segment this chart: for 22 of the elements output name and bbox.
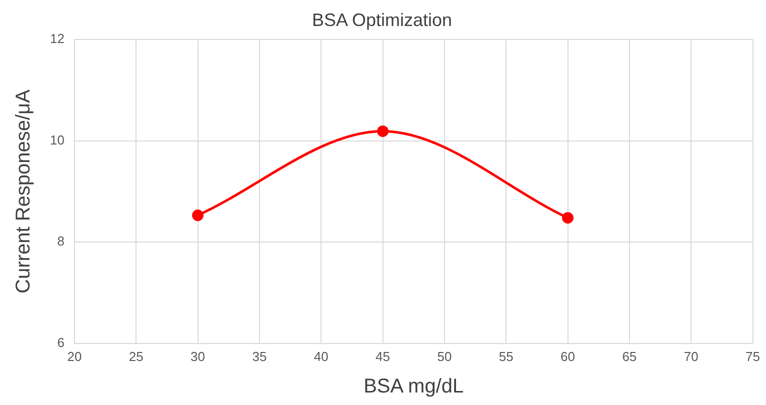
y-tick-label: 10 [50, 132, 64, 148]
x-tick-label: 25 [128, 348, 144, 364]
x-tick-label: 35 [252, 348, 267, 364]
x-tick-label: 70 [684, 348, 698, 364]
x-tick-label: 40 [314, 348, 328, 364]
x-tick-label: 60 [560, 348, 576, 364]
y-tick-label: 6 [57, 334, 64, 350]
x-axis-title: BSA mg/dL [364, 376, 464, 398]
point [562, 212, 574, 224]
point [192, 210, 204, 222]
x-tick-label: 20 [67, 348, 82, 364]
x-tick-label: 65 [622, 348, 637, 364]
chart-title: BSA Optimization [312, 10, 452, 30]
x-tick-label: 30 [190, 348, 206, 364]
point [377, 125, 389, 137]
x-tick-label: 75 [746, 348, 760, 364]
x-tick-label: 55 [498, 348, 514, 364]
x-tick-label: 45 [376, 348, 390, 364]
x-tick-label: 50 [437, 348, 452, 364]
y-tick-label: 12 [50, 31, 64, 46]
y-axis-title: Current Responese/μA [12, 88, 35, 294]
y-tick-label: 8 [57, 234, 64, 249]
